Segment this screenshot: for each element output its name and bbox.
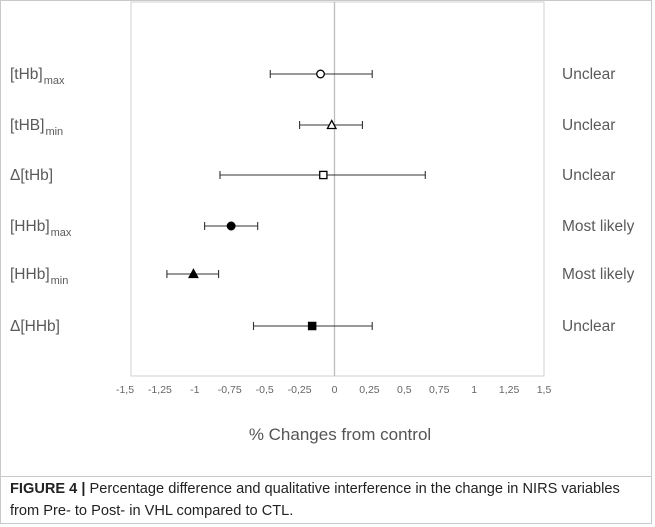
data-marker — [319, 170, 328, 180]
row-label-subscript: min — [45, 126, 63, 138]
x-tick-label: 1,5 — [537, 384, 552, 396]
row-4: [HHb]min Most likely — [10, 266, 635, 287]
x-tick-label: -0,5 — [256, 384, 274, 396]
row-label-main: Δ[tHb] — [10, 167, 53, 184]
x-tick-label: 1,25 — [499, 384, 520, 396]
data-marker — [226, 221, 236, 231]
row-0: [tHb]max Unclear — [10, 66, 615, 87]
row-label-subscript: max — [51, 227, 72, 239]
row-label: Δ[tHb] — [10, 167, 53, 184]
caption-text: Percentage difference and qualitative in… — [10, 481, 620, 519]
row-label-main: [tHb] — [10, 66, 43, 83]
data-marker — [188, 268, 199, 279]
figure-caption: FIGURE 4 | Percentage difference and qua… — [10, 478, 646, 522]
x-tick-label: -1,5 — [116, 384, 134, 396]
row-1: [tHB]min Unclear — [10, 117, 615, 138]
row-label-subscript: max — [44, 75, 65, 87]
row-label-main: [HHb] — [10, 218, 50, 235]
x-tick-label: -0,75 — [218, 384, 242, 396]
inference-label: Most likely — [562, 266, 635, 283]
x-tick-label: 0,25 — [359, 384, 380, 396]
row-3: [HHb]max Most likely — [10, 218, 635, 239]
x-tick-label: -0,25 — [288, 384, 312, 396]
x-tick-label: 0 — [332, 384, 338, 396]
x-tick-label: 1 — [471, 384, 477, 396]
row-label: [HHb]min — [10, 266, 68, 287]
data-marker — [316, 69, 325, 79]
inference-label: Unclear — [562, 66, 615, 83]
row-5: Δ[HHb] Unclear — [10, 318, 615, 335]
x-tick-label: -1,25 — [148, 384, 172, 396]
x-tick-label: -1 — [190, 384, 199, 396]
row-label: [HHb]max — [10, 218, 72, 239]
row-2: Δ[tHb] Unclear — [10, 167, 615, 184]
plot-area — [130, 1, 545, 377]
caption-divider — [0, 476, 652, 477]
row-label: [tHB]min — [10, 117, 63, 138]
row-label: Δ[HHb] — [10, 318, 60, 335]
caption-lead: FIGURE 4 | — [10, 481, 86, 497]
row-label-subscript: min — [51, 275, 69, 287]
row-label-main: Δ[HHb] — [10, 318, 60, 335]
inference-label: Unclear — [562, 167, 615, 184]
x-tick-label: 0,5 — [397, 384, 412, 396]
inference-label: Unclear — [562, 117, 615, 134]
inference-label: Unclear — [562, 318, 615, 335]
inference-label: Most likely — [562, 218, 635, 235]
data-marker — [326, 119, 338, 130]
row-label-main: [tHB] — [10, 117, 44, 134]
data-marker — [307, 321, 317, 331]
x-tick-label: 0,75 — [429, 384, 450, 396]
row-label-main: [HHb] — [10, 266, 50, 283]
x-axis-label: % Changes from control — [249, 425, 431, 444]
row-label: [tHb]max — [10, 66, 65, 87]
